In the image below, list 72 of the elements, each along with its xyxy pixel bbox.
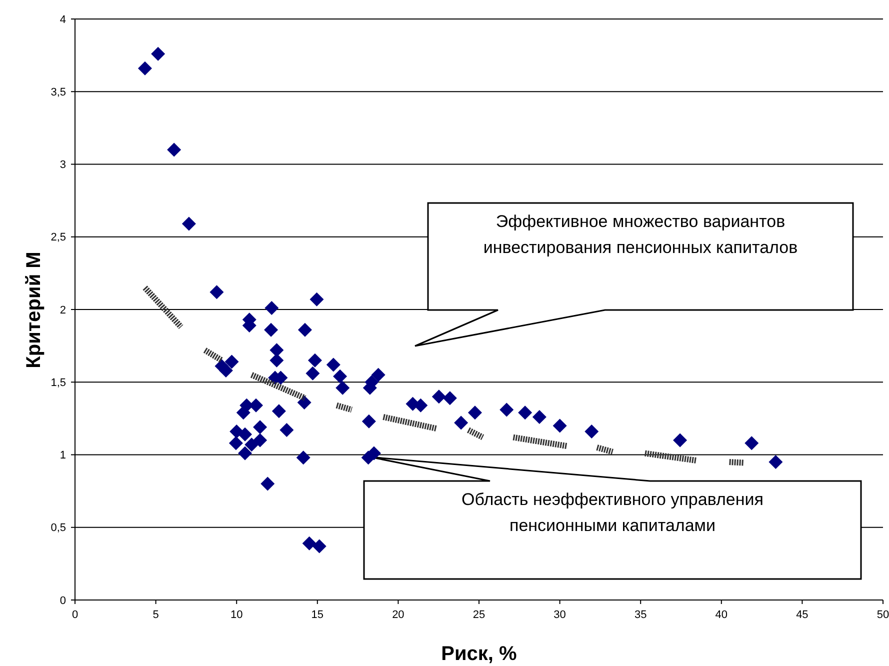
point	[673, 433, 688, 448]
y-tick-label: 4	[60, 14, 66, 26]
point	[182, 216, 196, 231]
x-tick-label: 40	[715, 609, 728, 621]
point	[308, 353, 322, 368]
point	[500, 402, 514, 417]
point	[270, 343, 284, 358]
point	[298, 322, 312, 337]
x-tick-label: 15	[311, 609, 324, 621]
point	[326, 358, 340, 372]
point	[312, 539, 326, 554]
point	[238, 427, 252, 442]
y-axis-title: Критерий M	[23, 252, 45, 368]
x-tick-label: 45	[796, 609, 808, 621]
point	[270, 353, 284, 368]
x-axis-title: Риск, %	[441, 643, 518, 665]
point	[518, 406, 532, 420]
x-tick-label: 0	[72, 609, 78, 621]
point	[371, 368, 386, 382]
point	[210, 285, 224, 300]
point	[366, 446, 381, 460]
point	[151, 46, 166, 61]
point	[362, 414, 376, 428]
x-tick-label: 5	[152, 609, 159, 621]
point	[744, 436, 759, 450]
point	[336, 380, 350, 395]
point	[297, 395, 312, 410]
x-tick-label: 50	[876, 609, 889, 621]
point	[454, 416, 468, 430]
point	[224, 354, 239, 369]
y-tick-label: 1	[60, 450, 66, 462]
y-tick-label: 2	[60, 304, 66, 316]
point	[414, 398, 428, 412]
point	[306, 366, 320, 380]
point	[238, 446, 252, 460]
annotation: Эффективное множество вариантов инвестирования пенсионных капиталов	[483, 212, 798, 257]
y-tick-label: 1,5	[50, 376, 66, 389]
point	[253, 433, 268, 448]
point	[264, 322, 278, 337]
point	[236, 406, 250, 420]
x-tick-label: 25	[472, 609, 486, 621]
point	[280, 423, 294, 438]
annotation: Область неэффективного управления пенсионными капиталами	[462, 490, 764, 535]
x-tick-label: 10	[230, 609, 243, 621]
y-tick-label: 0	[60, 594, 66, 607]
x-tick-label: 20	[392, 609, 404, 621]
y-tick-label: 3,5	[50, 86, 66, 98]
point	[218, 364, 233, 378]
point	[310, 292, 324, 306]
point	[264, 301, 279, 316]
point	[253, 420, 268, 434]
point	[432, 390, 446, 404]
point	[138, 61, 152, 76]
point	[228, 436, 243, 450]
point	[296, 450, 310, 465]
point	[532, 410, 546, 424]
point	[333, 369, 348, 384]
point	[272, 404, 286, 418]
point	[552, 418, 567, 433]
point	[260, 476, 275, 491]
x-tick-label: 35	[634, 609, 647, 621]
point	[302, 536, 316, 550]
point	[468, 406, 482, 420]
point	[167, 142, 182, 157]
point	[584, 424, 599, 439]
y-tick-label: 3	[60, 159, 66, 172]
point	[442, 391, 457, 406]
point	[244, 438, 259, 452]
y-tick-label: 2,5	[50, 232, 66, 244]
y-tick-label: 0,5	[50, 522, 66, 534]
point	[768, 455, 783, 470]
x-tick-label: 30	[554, 609, 566, 621]
